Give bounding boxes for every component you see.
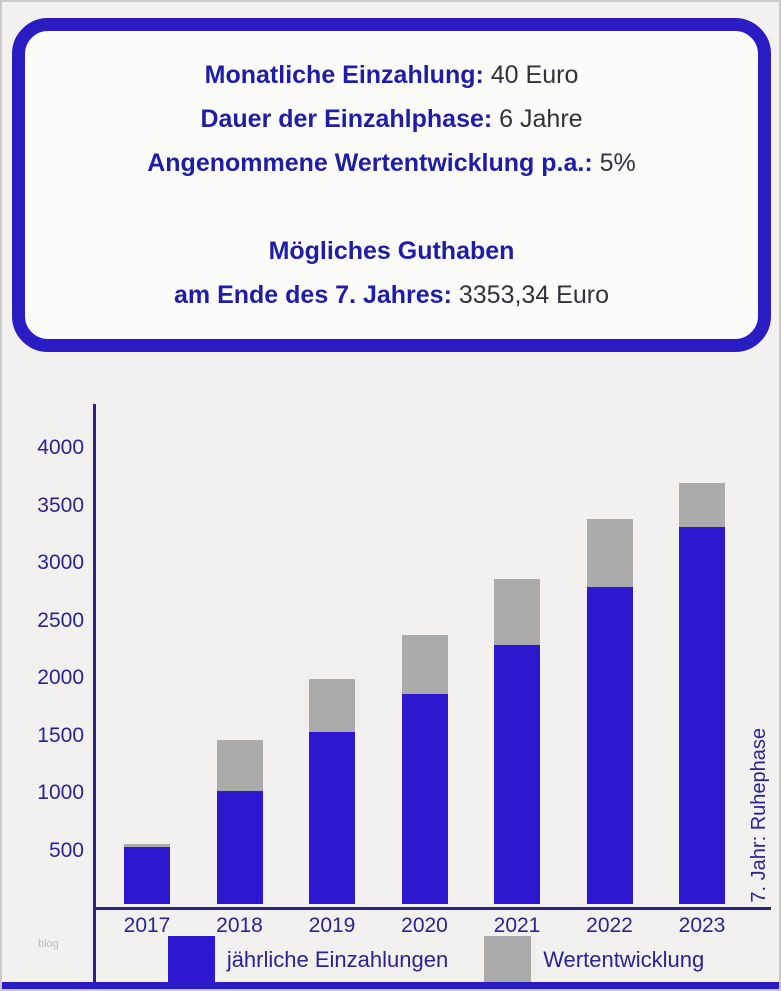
bar-segment-wertentwicklung [586,518,633,587]
bar-2017 [124,844,170,904]
y-tick-label: 1500 [37,723,84,747]
legend-label-wertentwicklung: Wertentwicklung [543,946,705,972]
summary-line-rate: Angenommene Wertentwicklung p.a.: 5% [25,141,758,185]
bar-segment-einzahlungen [494,645,540,904]
summary-label-rate: Angenommene Wertentwicklung p.a.: [147,149,593,177]
summary-line-duration: Dauer der Einzahlphase: 6 Jahre [25,97,758,141]
summary-value-rate: 5% [599,149,636,177]
right-axis-label: 7. Jahr: Ruhephase [748,728,770,903]
bar-segment-einzahlungen [586,586,633,904]
bar-2019 [309,678,355,904]
legend-swatch-wertentwicklung [484,936,532,983]
result-line: am Ende des 7. Jahres: 3353,34 Euro [25,273,758,317]
summary-card: Monatliche Einzahlung: 40 Euro Dauer der… [12,18,771,352]
summary-spacer [25,185,758,229]
summary-label-duration: Dauer der Einzahlphase: [200,105,493,133]
bar-segment-wertentwicklung [216,739,263,792]
bar-segment-wertentwicklung [309,678,355,732]
bar-2022 [586,518,633,904]
summary-label-monthly: Monatliche Einzahlung: [204,61,484,89]
bar-2021 [494,578,540,904]
y-tick-label: 3000 [37,551,84,574]
bar-segment-einzahlungen [401,693,448,904]
bar-segment-wertentwicklung [401,634,448,694]
watermark-text: blog [38,938,59,950]
result-title: Mögliches Guthaben [268,237,515,265]
bar-2018 [216,739,263,904]
bar-2023 [679,483,725,904]
y-tick-label: 500 [48,838,84,862]
summary-value-monthly: 40 Euro [490,61,579,89]
legend-swatch-einzahlungen [167,936,215,983]
y-tick-label: 2000 [37,666,84,689]
summary-line-monthly: Monatliche Einzahlung: 40 Euro [25,53,758,97]
bar-segment-einzahlungen [216,791,263,904]
bar-segment-wertentwicklung [679,483,725,527]
bottom-accent-strip [2,982,779,989]
result-value: 3353,34 Euro [458,281,609,309]
summary-value-duration: 6 Jahre [499,105,583,133]
bar-segment-einzahlungen [309,731,355,904]
result-label: am Ende des 7. Jahres: [174,281,452,309]
y-tick-label: 2500 [37,608,84,632]
y-tick-label: 1000 [37,781,84,804]
bar-2020 [401,634,448,904]
chart-legend: jährliche Einzahlungen Wertentwicklung [95,936,777,983]
bar-segment-wertentwicklung [494,578,540,646]
legend-label-einzahlungen: jährliche Einzahlungen [226,946,449,972]
result-title-line: Mögliches Guthaben [25,229,758,273]
bar-segment-einzahlungen [679,526,725,904]
y-tick-label: 3500 [37,493,84,517]
y-tick-label: 4000 [37,436,84,459]
x-axis-line [93,907,771,910]
bar-segment-wertentwicklung [124,844,170,847]
bar-segment-einzahlungen [124,846,170,904]
y-axis-line [93,404,96,987]
